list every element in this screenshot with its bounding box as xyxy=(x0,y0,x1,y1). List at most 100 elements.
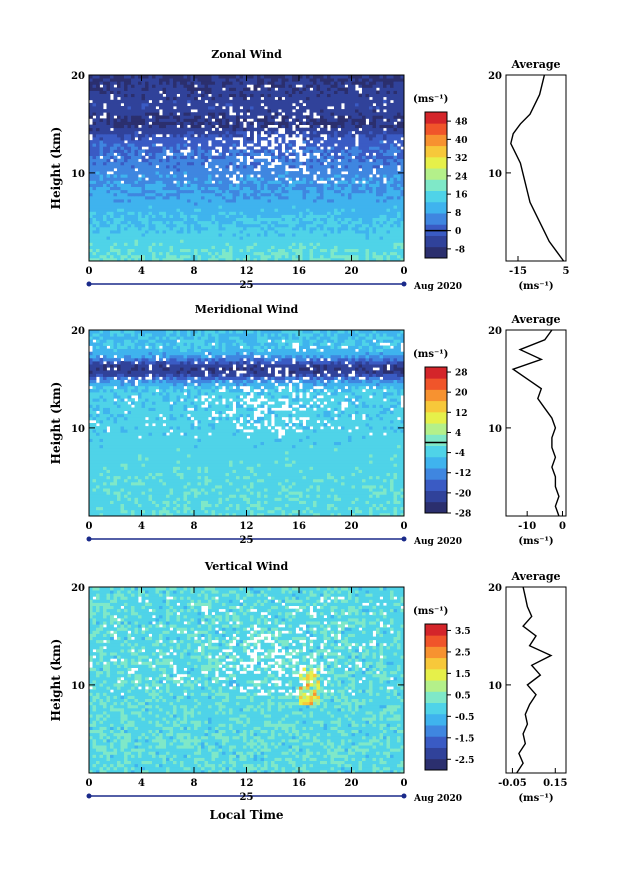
heatmap-cell xyxy=(141,164,146,169)
heatmap-cell xyxy=(274,195,279,200)
heatmap-cell xyxy=(194,106,198,110)
heatmap-cell xyxy=(239,211,244,215)
heatmap-cell xyxy=(159,121,163,125)
heatmap-cell xyxy=(89,164,93,169)
heatmap-cell xyxy=(180,202,184,206)
heatmap-cell xyxy=(124,251,128,256)
heatmap-cell xyxy=(162,199,167,203)
heatmap-cell xyxy=(215,254,219,259)
heatmap-cell xyxy=(365,242,370,246)
heatmap-cell xyxy=(176,202,181,206)
heatmap-cell xyxy=(320,161,324,166)
heatmap-cell xyxy=(393,220,398,225)
heatmap-cell xyxy=(383,137,387,141)
heatmap-cell xyxy=(152,127,156,132)
heatmap-cell xyxy=(341,121,345,125)
heatmap-cell xyxy=(257,133,261,138)
heatmap-cell xyxy=(344,130,349,135)
heatmap-cell xyxy=(148,180,153,184)
heatmap-cell xyxy=(281,106,286,110)
heatmap-cell xyxy=(397,133,401,138)
heatmap-cell xyxy=(204,177,209,181)
heatmap-cell xyxy=(145,87,149,91)
heatmap-cell xyxy=(362,242,366,246)
heatmap-cell xyxy=(278,112,282,116)
heatmap-cell xyxy=(106,177,111,181)
heatmap-cell xyxy=(152,140,156,144)
heatmap-cell xyxy=(379,171,384,175)
heatmap-cell xyxy=(320,164,324,169)
heatmap-cell xyxy=(120,115,125,119)
heatmap-cell xyxy=(187,199,191,203)
heatmap-cell xyxy=(355,96,359,101)
heatmap-cell xyxy=(288,195,293,200)
heatmap-cell xyxy=(225,81,230,85)
heatmap-cell xyxy=(176,149,181,153)
heatmap-cell xyxy=(141,257,146,262)
heatmap-cell xyxy=(239,99,244,104)
heatmap-cell xyxy=(369,75,373,79)
heatmap-cell xyxy=(250,226,254,231)
heatmap-cell xyxy=(183,112,188,116)
heatmap-cell xyxy=(208,174,212,178)
heatmap-cell xyxy=(323,121,328,125)
heatmap-cell xyxy=(327,152,331,156)
heatmap-cell xyxy=(288,248,293,253)
heatmap-cell xyxy=(376,106,380,110)
heatmap-cell xyxy=(306,81,310,85)
heatmap-cell xyxy=(355,192,359,197)
heatmap-cell xyxy=(316,183,321,187)
heatmap-cell xyxy=(215,140,219,144)
heatmap-cell xyxy=(176,177,181,181)
heatmap-cell xyxy=(253,81,258,85)
heatmap-cell xyxy=(260,183,265,187)
heatmap-cell xyxy=(386,93,391,98)
heatmap-cell xyxy=(274,202,279,206)
heatmap-cell xyxy=(96,199,100,203)
heatmap-cell xyxy=(390,137,394,141)
heatmap-cell xyxy=(152,84,156,88)
heatmap-cell xyxy=(306,75,310,79)
heatmap-cell xyxy=(113,81,118,85)
heatmap-cell xyxy=(194,102,198,107)
heatmap-cell xyxy=(372,230,377,234)
heatmap-cell xyxy=(372,93,377,98)
heatmap-cell xyxy=(358,115,363,119)
heatmap-cell xyxy=(180,226,184,231)
heatmap-cell xyxy=(365,133,370,138)
heatmap-cell xyxy=(159,223,163,228)
heatmap-cell xyxy=(390,81,394,85)
heatmap-cell xyxy=(250,78,254,82)
heatmap-cell xyxy=(253,230,258,234)
heatmap-cell xyxy=(257,199,261,203)
heatmap-cell xyxy=(341,164,345,169)
heatmap-cell xyxy=(159,118,163,122)
heatmap-cell xyxy=(187,99,191,104)
heatmap-cell xyxy=(120,248,125,253)
heatmap-cell xyxy=(176,90,181,94)
heatmap-cell xyxy=(334,124,338,129)
heatmap-cell xyxy=(285,226,289,231)
heatmap-cell xyxy=(351,75,356,79)
heatmap-cell xyxy=(365,177,370,181)
heatmap-cell xyxy=(211,158,216,163)
heatmap-cell xyxy=(330,195,335,200)
heatmap-cell xyxy=(204,140,209,144)
heatmap-cell xyxy=(155,158,160,163)
heatmap-cell xyxy=(355,177,359,181)
heatmap-cell xyxy=(271,192,275,197)
heatmap-cell xyxy=(355,239,359,243)
heatmap-cell xyxy=(288,211,293,215)
heatmap-cell xyxy=(190,161,195,166)
heatmap-cell xyxy=(320,121,324,125)
heatmap-cell xyxy=(358,99,363,104)
heatmap-cell xyxy=(145,102,149,107)
heatmap-cell xyxy=(278,189,282,194)
heatmap-cell xyxy=(166,118,170,122)
heatmap-cell xyxy=(323,112,328,116)
heatmap-cell xyxy=(141,96,146,101)
heatmap-cell xyxy=(323,226,328,231)
heatmap-cell xyxy=(337,230,342,234)
heatmap-cell xyxy=(351,109,356,113)
heatmap-cell xyxy=(166,233,170,237)
